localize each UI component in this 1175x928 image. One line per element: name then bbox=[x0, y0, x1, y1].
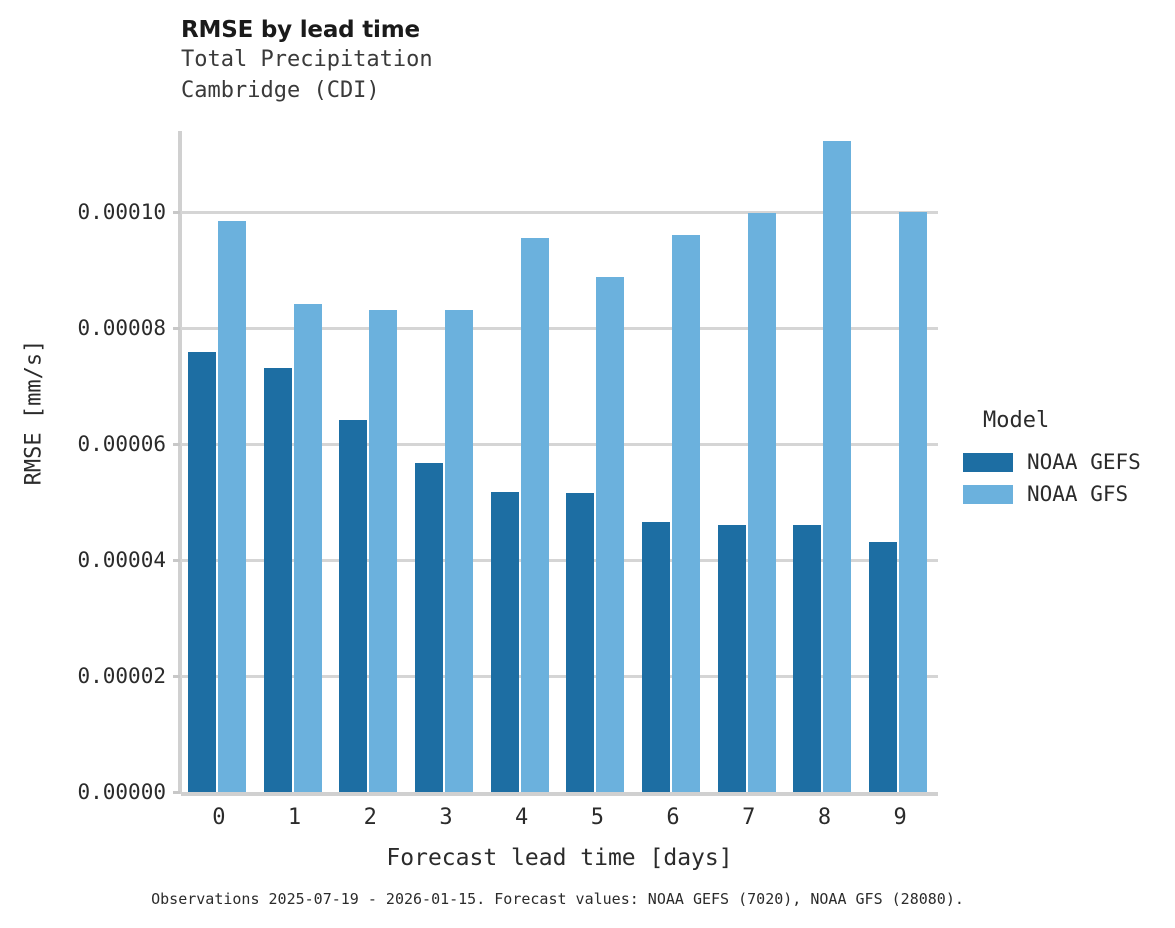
y-tick-label: 0.00006 bbox=[77, 432, 166, 457]
legend-title: Model bbox=[983, 408, 1050, 433]
plot-area bbox=[181, 131, 938, 792]
bar-noaa-gefs-day-9 bbox=[869, 541, 898, 792]
bar-noaa-gfs-day-3 bbox=[444, 309, 473, 792]
bar-noaa-gfs-day-4 bbox=[520, 237, 549, 792]
x-axis-tick-labels: 0 1 2 3 4 5 6 7 8 9 bbox=[181, 805, 938, 845]
gridline bbox=[181, 674, 938, 678]
y-tick-mark bbox=[173, 790, 180, 794]
x-axis-spine bbox=[181, 792, 938, 796]
bar-noaa-gfs-day-8 bbox=[823, 141, 852, 792]
bar-noaa-gfs-day-2 bbox=[369, 309, 398, 792]
legend-label: NOAA GEFS bbox=[1027, 450, 1141, 474]
x-tick-label: 7 bbox=[742, 805, 756, 830]
page-title: RMSE by lead time bbox=[181, 17, 420, 43]
x-tick-label: 9 bbox=[893, 805, 907, 830]
bar-noaa-gefs-day-7 bbox=[717, 524, 746, 792]
bar-noaa-gefs-day-2 bbox=[339, 420, 368, 792]
gridline bbox=[181, 442, 938, 446]
y-tick-mark bbox=[173, 558, 180, 562]
bar-group-container bbox=[181, 131, 938, 792]
bar-noaa-gefs-day-4 bbox=[490, 492, 519, 792]
x-tick-label: 1 bbox=[287, 805, 302, 830]
legend-swatch bbox=[963, 452, 1013, 472]
x-tick-label: 0 bbox=[212, 805, 226, 830]
y-axis-tick-labels: 0.00000 0.00002 0.00004 0.00006 0.00008 0.000… bbox=[0, 0, 180, 928]
bar-noaa-gfs-day-9 bbox=[899, 211, 928, 792]
bar-noaa-gefs-day-8 bbox=[793, 525, 822, 792]
x-axis-title: Forecast lead time [days] bbox=[386, 845, 733, 871]
bar-noaa-gefs-day-3 bbox=[414, 462, 443, 792]
x-tick-label: 4 bbox=[515, 805, 529, 830]
y-tick-label: 0.00010 bbox=[77, 200, 166, 225]
gridline bbox=[181, 210, 938, 214]
bar-noaa-gefs-day-0 bbox=[187, 351, 216, 792]
y-axis-spine bbox=[178, 131, 182, 794]
legend-rows: NOAA GEFS NOAA GFS bbox=[963, 446, 1141, 510]
legend-item-noaa-gefs[interactable]: NOAA GEFS bbox=[963, 446, 1141, 478]
gridline bbox=[181, 558, 938, 562]
legend-item-noaa-gfs[interactable]: NOAA GFS bbox=[963, 478, 1141, 510]
y-tick-label: 0.00004 bbox=[77, 548, 166, 573]
title-block: RMSE by lead time Total Precipitation Ca… bbox=[181, 16, 433, 106]
y-tick-label: 0.00002 bbox=[77, 664, 166, 689]
x-tick-label: 3 bbox=[439, 805, 453, 830]
bar-noaa-gfs-day-5 bbox=[596, 276, 625, 792]
y-tick-mark bbox=[173, 442, 180, 446]
bar-noaa-gfs-day-1 bbox=[293, 304, 322, 792]
chart-subtitle-variable: Total Precipitation bbox=[181, 47, 433, 72]
bar-noaa-gefs-day-5 bbox=[566, 493, 595, 792]
bar-noaa-gfs-day-0 bbox=[217, 220, 246, 792]
x-tick-label: 8 bbox=[817, 805, 832, 830]
bar-noaa-gfs-day-7 bbox=[747, 212, 776, 792]
bar-noaa-gefs-day-1 bbox=[263, 367, 292, 792]
legend: Model NOAA GEFS NOAA GFS bbox=[963, 408, 1141, 510]
chart-subtitle-location: Cambridge (CDI) bbox=[181, 78, 380, 103]
bar-noaa-gfs-day-6 bbox=[672, 235, 701, 792]
y-tick-mark bbox=[173, 674, 180, 678]
bar-noaa-gefs-day-6 bbox=[642, 521, 671, 792]
y-tick-label: 0.00000 bbox=[77, 780, 166, 804]
chart-annotation-footer: Observations 2025-07-19 - 2026-01-15. Fo… bbox=[151, 890, 964, 908]
gridline bbox=[181, 326, 938, 330]
x-tick-label: 5 bbox=[590, 805, 604, 830]
y-tick-mark bbox=[173, 326, 180, 330]
legend-swatch bbox=[963, 484, 1013, 504]
legend-label: NOAA GFS bbox=[1027, 482, 1129, 506]
y-axis-title: RMSE [mm/s] bbox=[21, 339, 47, 486]
x-tick-label: 6 bbox=[666, 805, 680, 830]
y-tick-label: 0.00008 bbox=[77, 316, 166, 341]
x-tick-label: 2 bbox=[363, 805, 377, 830]
y-tick-mark bbox=[173, 210, 180, 214]
